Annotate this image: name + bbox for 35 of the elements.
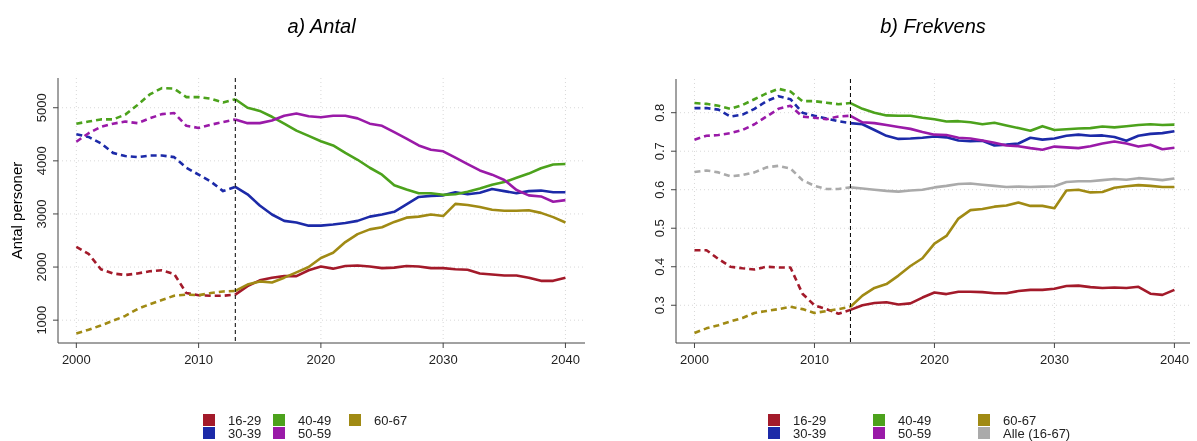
legend-label: 50-59 (898, 426, 932, 441)
chart-title: b) Frekvens (880, 15, 986, 37)
y-tick-label: 0.7 (652, 142, 667, 161)
legend-label: 50-59 (298, 426, 332, 441)
y-tick-label: 0.8 (652, 103, 667, 122)
x-tick-label: 2020 (919, 352, 949, 367)
y-tick-label: 5000 (34, 93, 49, 123)
y-tick-label: 0.5 (652, 219, 667, 238)
x-tick-label: 2000 (680, 352, 709, 367)
y-tick-label: 3000 (34, 199, 49, 229)
x-tick-label: 2010 (184, 352, 214, 367)
y-tick-label: 1000 (34, 305, 49, 335)
y-tick-label: 0.3 (652, 296, 667, 315)
y-tick-label: 4000 (34, 146, 49, 176)
x-tick-label: 2020 (306, 352, 336, 367)
x-tick-label: 2010 (800, 352, 829, 367)
x-tick-label: 2000 (61, 352, 91, 367)
x-tick-label: 2030 (1039, 352, 1069, 367)
x-tick-label: 2030 (428, 352, 458, 367)
legend-label: 60-67 (1003, 413, 1037, 428)
legend-label: 16-29 (228, 413, 262, 428)
legend-label: 40-49 (898, 413, 932, 428)
legend-label: 60-67 (374, 413, 408, 428)
legend-label: 30-39 (228, 426, 262, 441)
x-tick-label: 2040 (1159, 352, 1189, 367)
y-axis-title: Antal personer (8, 161, 25, 260)
y-tick-label: 0.6 (652, 180, 667, 199)
y-tick-label: 2000 (34, 252, 49, 282)
legend-label: 40-49 (298, 413, 332, 428)
y-tick-label: 0.4 (652, 257, 667, 276)
legend-label: 30-39 (793, 426, 827, 441)
x-tick-label: 2040 (550, 352, 580, 367)
chart-title: a) Antal (287, 15, 357, 37)
legend-label: 16-29 (793, 413, 827, 428)
legend-label: Alle (16-67) (1003, 426, 1071, 441)
